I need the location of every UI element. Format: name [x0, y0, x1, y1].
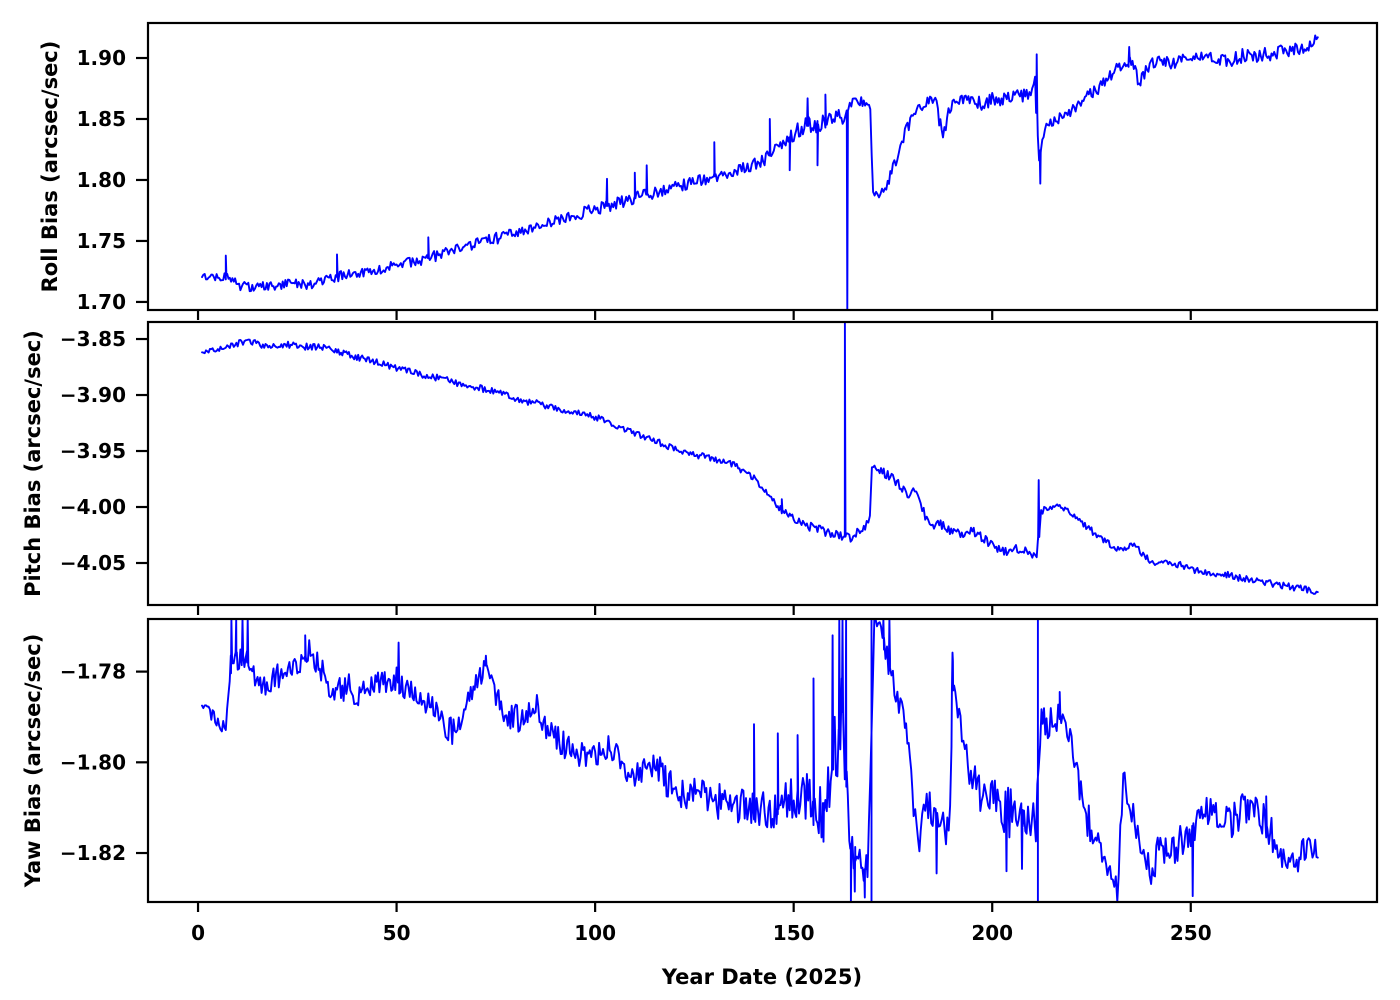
pitch-y-tick-label: −3.90: [60, 383, 126, 407]
yaw-panel-spine: [146, 617, 1379, 904]
x-tick-label: 100: [574, 921, 616, 945]
yaw-y-tick-label: −1.78: [60, 660, 126, 684]
y-axis-title-pitch: Pitch Bias (arcsec/sec): [21, 330, 45, 597]
roll-bias-series-line: [201, 34, 1319, 311]
pitch-y-tick-label: −3.95: [60, 439, 126, 463]
x-tick-label: 250: [1170, 921, 1212, 945]
pitch-y-tick-label: −3.85: [60, 327, 126, 351]
pitch-bias-series-line: [201, 321, 1319, 595]
pitch-bias-panel: −3.85 −3.90 −3.95 −4.00 −4.05: [60, 320, 1379, 615]
yaw-bias-series-line: [201, 618, 1319, 903]
y-axis-title-yaw: Yaw Bias (arcsec/sec): [21, 634, 45, 889]
roll-y-tick-label: 1.70: [77, 290, 126, 314]
x-tick-label: 200: [971, 921, 1013, 945]
pitch-y-tick-label: −4.00: [60, 495, 126, 519]
roll-panel-spine: [146, 21, 1379, 312]
roll-bias-panel: 1.70 1.75 1.80 1.85 1.90: [77, 21, 1379, 320]
x-tick-label: 50: [383, 921, 411, 945]
roll-y-tick-label: 1.75: [77, 229, 126, 253]
roll-y-tick-label: 1.85: [77, 107, 126, 131]
pitch-panel-spine: [146, 320, 1379, 607]
yaw-bias-panel: −1.78 −1.80 −1.82 0 50 100 150 200 250: [60, 617, 1379, 945]
roll-y-tick-label: 1.80: [77, 168, 126, 192]
x-tick-label: 0: [191, 921, 205, 945]
roll-y-tick-label: 1.90: [77, 46, 126, 70]
y-axis-title-roll: Roll Bias (arcsec/sec): [38, 41, 62, 293]
yaw-y-tick-label: −1.80: [60, 750, 126, 774]
pitch-y-tick-label: −4.05: [60, 551, 126, 575]
x-axis-title: Year Date (2025): [661, 965, 862, 989]
yaw-y-tick-label: −1.82: [60, 841, 126, 865]
x-tick-label: 150: [773, 921, 815, 945]
